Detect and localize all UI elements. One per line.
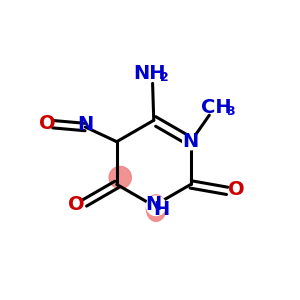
Text: H: H	[154, 200, 170, 219]
Text: O: O	[68, 195, 84, 214]
Circle shape	[109, 167, 131, 189]
Text: NH: NH	[133, 64, 165, 83]
Text: N: N	[146, 195, 162, 214]
Text: CH: CH	[201, 98, 232, 117]
Text: O: O	[39, 114, 56, 133]
Text: O: O	[228, 180, 244, 199]
Text: 2: 2	[160, 71, 169, 84]
Text: N: N	[77, 115, 94, 134]
Text: N: N	[183, 132, 199, 151]
Text: 3: 3	[226, 105, 235, 118]
Circle shape	[183, 134, 199, 150]
Ellipse shape	[146, 195, 166, 221]
Circle shape	[146, 196, 166, 215]
